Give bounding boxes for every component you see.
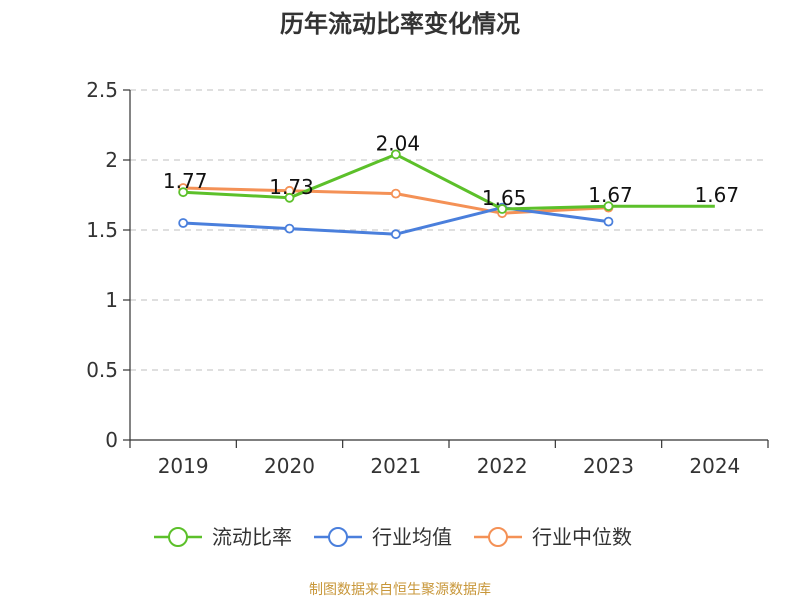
data-point	[603, 216, 614, 227]
y-tick-label: 1.5	[86, 218, 118, 242]
chart-title: 历年流动比率变化情况	[280, 10, 520, 38]
data-label: 2.04	[376, 131, 421, 155]
legend-label: 流动比率	[212, 525, 292, 549]
data-label: 1.65	[482, 186, 527, 210]
x-tick-label: 2021	[370, 454, 421, 478]
data-label: 1.73	[269, 175, 314, 199]
data-label: 1.77	[163, 169, 208, 193]
y-tick-label: 0.5	[86, 358, 118, 382]
legend-label: 行业中位数	[532, 525, 632, 549]
x-tick-label: 2019	[158, 454, 209, 478]
legend-item[interactable]: 行业均值	[314, 525, 452, 549]
source-note: 制图数据来自恒生聚源数据库	[309, 582, 491, 598]
data-point	[284, 192, 295, 203]
data-point	[178, 187, 189, 198]
data-point	[284, 223, 295, 234]
data-label: 1.67	[695, 183, 740, 207]
data-point	[390, 149, 401, 160]
legend-marker	[328, 527, 348, 547]
data-label: 1.67	[588, 183, 633, 207]
legend-item[interactable]: 行业中位数	[474, 525, 632, 549]
grid	[130, 89, 768, 371]
x-tick-label: 2020	[264, 454, 315, 478]
legend: 流动比率 行业均值 行业中位数	[154, 525, 632, 549]
legend-marker	[168, 527, 188, 547]
data-point	[390, 188, 401, 199]
data-point	[178, 218, 189, 228]
x-tick-label: 2022	[477, 454, 528, 478]
legend-item[interactable]: 流动比率	[154, 525, 292, 549]
y-tick-label: 0	[105, 428, 118, 452]
data-point	[390, 229, 401, 240]
y-tick-label: 2.5	[86, 78, 118, 102]
y-tick-label: 1	[105, 288, 118, 312]
x-tick-label: 2024	[689, 454, 740, 478]
x-tick-label: 2023	[583, 454, 634, 478]
y-tick-label: 2	[105, 148, 118, 172]
legend-marker	[488, 527, 508, 547]
series-lines	[178, 149, 715, 240]
data-point	[497, 204, 508, 214]
axes: 0 0.5 1 1.5 2 2.5 2019 2020 2021 2022 2023 2024	[86, 78, 769, 478]
data-point	[603, 201, 614, 212]
legend-label: 行业均值	[372, 525, 452, 549]
series-line	[183, 152, 715, 211]
data-labels: 1.77 1.73 2.04 1.65 1.67 1.67	[163, 131, 739, 210]
